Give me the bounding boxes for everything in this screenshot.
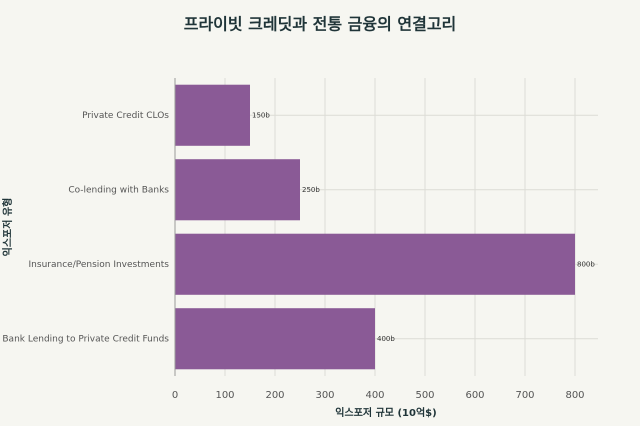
y-axis-label: 익스포저 유형 <box>1 198 14 257</box>
x-tick-label: 800 <box>565 390 584 401</box>
bar <box>175 233 575 295</box>
chart-title: 프라이빗 크레딧과 전통 금융의 연결고리 <box>184 15 457 34</box>
value-label: 250b <box>302 186 320 194</box>
x-tick-label: 700 <box>515 390 534 401</box>
x-tick-label: 400 <box>365 390 384 401</box>
x-tick-label: 100 <box>215 390 234 401</box>
y-tick-label: Co-lending with Banks <box>68 185 169 195</box>
x-tick-label: 0 <box>172 390 178 401</box>
x-tick-label: 500 <box>415 390 434 401</box>
value-label: 400b <box>377 335 395 343</box>
x-axis-label: 익스포저 규모 (10억$) <box>335 406 436 419</box>
bar <box>175 84 250 146</box>
y-tick-label: Private Credit CLOs <box>82 111 169 121</box>
y-tick-label: Insurance/Pension Investments <box>29 260 170 270</box>
value-label: 800b <box>577 260 595 268</box>
value-label: 150b <box>252 111 270 119</box>
bar <box>175 159 300 221</box>
x-tick-label: 200 <box>265 390 284 401</box>
bar <box>175 308 375 370</box>
x-tick-label: 300 <box>315 390 334 401</box>
x-tick-label: 600 <box>465 390 484 401</box>
y-tick-label: Bank Lending to Private Credit Funds <box>2 334 169 344</box>
